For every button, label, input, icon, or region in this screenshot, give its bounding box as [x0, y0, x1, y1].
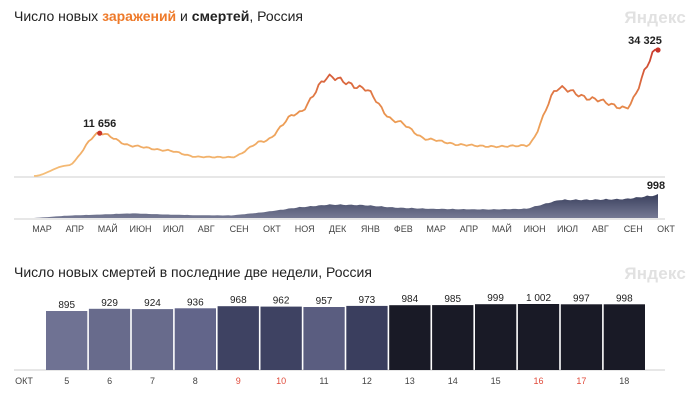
day-tick-label: 18: [619, 376, 629, 386]
deaths-bar: [560, 304, 603, 370]
deaths-bar: [432, 305, 474, 370]
deaths-two-weeks-chart: ОКТ 895 5 929 6 924 7 936 8 968 9 962 10 957 11 973 12 9…: [14, 293, 665, 386]
infections-deaths-chart: 11 656 34 325 998 МАР АПР МАЙ ИЮН ИЮЛ АВГ СЕН О…: [14, 35, 675, 234]
bottom-month-label: ОКТ: [15, 376, 33, 386]
peak-marker-1: [97, 130, 103, 136]
deaths-bar: [603, 304, 645, 370]
bars-group: 895 5 929 6 924 7 936 8 968 9 962 10 957 11 973 12 984 13…: [46, 293, 645, 386]
title-part2: и: [176, 8, 192, 24]
bar-value-label: 895: [58, 300, 75, 311]
day-tick-label: 10: [276, 376, 286, 386]
bar-value-label: 1 002: [526, 293, 551, 304]
day-tick-label: 8: [193, 376, 198, 386]
day-tick-label: 12: [362, 376, 372, 386]
day-tick-label: 6: [107, 376, 112, 386]
day-tick-label: 11: [319, 376, 328, 386]
bar-value-label: 957: [316, 296, 333, 307]
deaths-bar: [88, 308, 131, 370]
bar-value-label: 929: [101, 298, 118, 309]
deaths-bar: [131, 309, 174, 370]
bar-value-label: 985: [444, 294, 461, 305]
month-tick-label: АПР: [66, 224, 84, 234]
bar-value-label: 962: [273, 296, 290, 307]
month-tick-label: МАЙ: [492, 223, 512, 234]
month-tick-label: МАР: [32, 224, 52, 234]
day-tick-label: 7: [150, 376, 155, 386]
month-tick-label: ОКТ: [657, 224, 675, 234]
day-tick-label: 5: [64, 376, 69, 386]
month-tick-label: ДЕК: [329, 224, 347, 234]
month-axis: МАР АПР МАЙ ИЮН ИЮЛ АВГ СЕН ОКТ НОЯ ДЕК ЯНВ ФЕВ МАР А…: [32, 223, 675, 234]
peak-label-2: 34 325: [628, 35, 662, 47]
day-tick-label: 9: [236, 376, 241, 386]
deaths-bar: [517, 304, 560, 370]
peak-marker-2: [655, 47, 661, 53]
month-tick-label: ИЮЛ: [557, 224, 578, 234]
bar-value-label: 997: [573, 293, 590, 304]
bar-value-label: 924: [144, 298, 161, 309]
day-tick-label: 16: [533, 376, 543, 386]
month-tick-label: МАЙ: [98, 223, 118, 234]
month-tick-label: СЕН: [624, 224, 643, 234]
bar-value-label: 984: [401, 294, 418, 305]
deaths-bar: [475, 304, 517, 370]
top-chart-title: Число новых заражений и смертей, Россия: [14, 8, 303, 24]
bar-value-label: 998: [616, 293, 633, 304]
day-tick-label: 13: [405, 376, 415, 386]
bottom-chart-title: Число новых смертей в последние две неде…: [14, 264, 372, 280]
month-tick-label: ЯНВ: [361, 224, 380, 234]
month-tick-label: АВГ: [592, 224, 609, 234]
deaths-bar: [46, 311, 88, 370]
title-part1: Число новых: [14, 8, 103, 24]
day-tick-label: 15: [491, 376, 501, 386]
month-tick-label: СЕН: [230, 224, 249, 234]
day-tick-label: 17: [576, 376, 586, 386]
month-tick-label: НОЯ: [295, 224, 315, 234]
bar-value-label: 936: [187, 297, 204, 308]
deaths-bar: [303, 307, 345, 370]
deaths-bar: [389, 305, 431, 370]
month-tick-label: ФЕВ: [394, 224, 413, 234]
month-tick-label: ОКТ: [263, 224, 281, 234]
month-tick-label: ИЮЛ: [163, 224, 184, 234]
yandex-watermark-bottom: Яндекс: [624, 264, 686, 283]
month-tick-label: МАР: [426, 224, 446, 234]
deaths-bar: [260, 306, 302, 370]
month-tick-label: АВГ: [198, 224, 215, 234]
yandex-watermark-top: Яндекс: [624, 8, 686, 27]
month-tick-label: АПР: [460, 224, 478, 234]
title-infections: заражений: [102, 8, 177, 24]
deaths-last-label: 998: [647, 180, 665, 192]
deaths-area: [34, 194, 658, 218]
bar-value-label: 968: [230, 295, 247, 306]
day-tick-label: 14: [448, 376, 458, 386]
bar-value-label: 973: [359, 295, 376, 306]
title-deaths: смертей: [191, 8, 250, 24]
bar-value-label: 999: [487, 293, 504, 304]
deaths-bar: [346, 305, 388, 370]
peak-label-1: 11 656: [83, 118, 116, 130]
deaths-bar: [217, 306, 259, 370]
month-tick-label: ИЮН: [524, 224, 546, 234]
infections-line: [33, 48, 659, 177]
month-tick-label: ИЮН: [129, 224, 151, 234]
title-part3: , Россия: [249, 8, 304, 24]
deaths-bar: [174, 308, 216, 370]
